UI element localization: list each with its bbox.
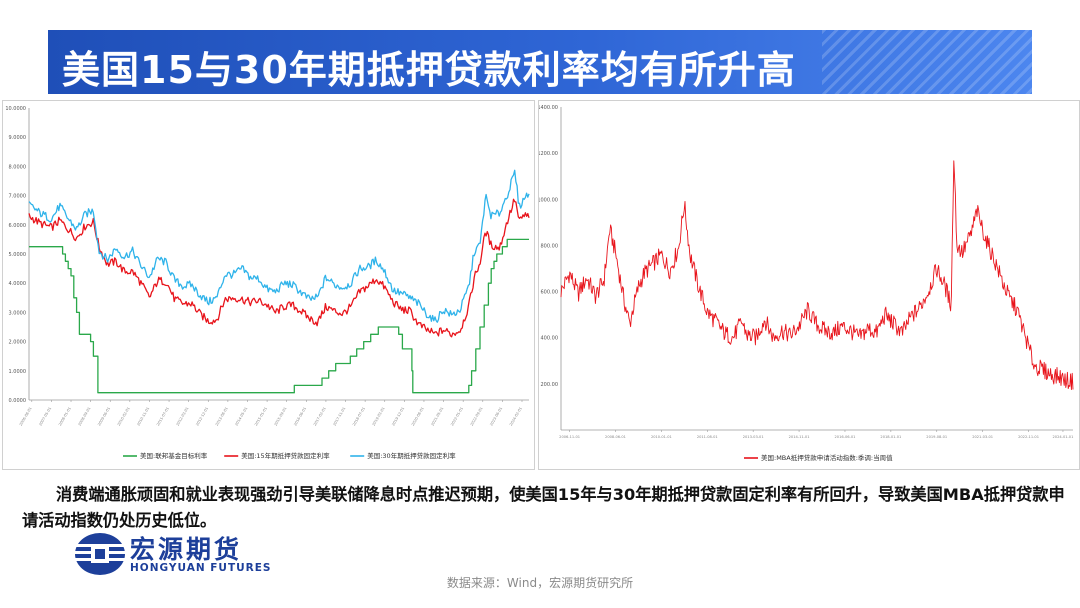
rates-line-chart: 0.0000 1.0000 2.0000 3.0000 4.0000 5.0000 6.00… (5, 106, 530, 460)
y-tick-label: 5.0000 (9, 252, 27, 258)
x-tick-label: 2008-09-01 (78, 407, 92, 427)
x-tick-label: 2014-11-01 (789, 435, 810, 439)
x-tick-label: 2020-08-01 (411, 407, 425, 427)
x-tick-label: 2016-06-01 (835, 435, 856, 439)
x-tick-label: 2014-05-01 (234, 407, 248, 427)
legend-label-1: 美国:15年期抵押贷款固定利率 (241, 451, 330, 460)
x-tick-label: 2019-03-01 (372, 407, 386, 427)
series-line-0 (29, 238, 529, 394)
x-tick-label: 2018-07-01 (352, 407, 366, 427)
series-line-2 (28, 169, 530, 323)
x-tick-label: 2019-08-01 (926, 435, 947, 439)
y-tick-label: 1400.00 (539, 105, 558, 111)
x-tick-label: 2011-08-01 (697, 435, 718, 439)
x-tick-label: 2017-02-01 (313, 407, 327, 427)
x-tick-label: 2017-11-01 (332, 407, 346, 427)
x-tick-label: 2013-08-01 (215, 407, 229, 427)
company-logo: 宏源期货 HONGYUAN FUTURES (74, 530, 314, 578)
page-title: 美国15与30年期抵押贷款利率均有所升高 (62, 48, 796, 92)
y-tick-label: 2.0000 (9, 340, 27, 346)
x-tick-label: 2016-06-01 (293, 407, 307, 427)
x-tick-label: 2012-03-01 (176, 407, 190, 427)
caption-text: 消费端通胀顽固和就业表现强劲引导美联储降息时点推迟预期，使美国15年与30年期抵… (22, 482, 1072, 534)
x-tick-label: 2024-01-01 (1053, 435, 1074, 439)
legend-label-0: 美国:MBA抵押贷款申请活动指数:季调:当周值 (761, 453, 893, 462)
data-source: 数据来源：Wind，宏源期货研究所 (446, 576, 634, 590)
x-tick-label: 2021-03-01 (972, 435, 993, 439)
logo-name-en: HONGYUAN FUTURES (130, 562, 272, 574)
x-tick-label: 2008-06-01 (605, 435, 626, 439)
y-tick-label: 600.00 (541, 290, 559, 296)
x-tick-label: 2011-07-01 (156, 407, 170, 427)
x-tick-label: 2012-12-01 (195, 407, 209, 427)
y-tick-label: 1.0000 (9, 369, 27, 375)
y-tick-label: 3.0000 (9, 310, 27, 316)
legend-label-0: 美国:联邦基金目标利率 (140, 451, 208, 460)
caption-body: 消费端通胀顽固和就业表现强劲引导美联储降息时点推迟预期，使美国15年与30年期抵… (22, 485, 1065, 530)
y-tick-label: 800.00 (541, 243, 559, 249)
x-tick-label: 2022-01-01 (450, 407, 464, 427)
y-tick-label: 1200.00 (539, 151, 558, 157)
y-tick-label: 9.0000 (9, 135, 27, 141)
y-tick-label: 10.0000 (5, 106, 26, 112)
x-tick-label: 2006-11-01 (559, 435, 580, 439)
logo-name-cn: 宏源期货 (130, 535, 243, 564)
left-chart-panel: 0.0000 1.0000 2.0000 3.0000 4.0000 5.0000 6.00… (2, 100, 535, 470)
y-tick-label: 6.0000 (9, 223, 27, 229)
x-tick-label: 2015-09-01 (274, 407, 288, 427)
x-tick-label: 2009-06-01 (97, 407, 111, 427)
mba-index-line-chart: 200.00 400.00 600.00 800.00 1000.00 1200.00 14… (539, 105, 1074, 462)
x-tick-label: 2006-08-01 (19, 407, 33, 427)
title-bar-stripe (822, 30, 1032, 94)
x-tick-label: 2010-11-01 (136, 407, 150, 427)
x-tick-label: 2013-03-01 (743, 435, 764, 439)
x-tick-label: 2007-05-01 (38, 407, 52, 427)
series-line-1 (28, 198, 530, 338)
y-tick-label: 8.0000 (9, 164, 27, 170)
x-tick-label: 2015-01-01 (254, 407, 268, 427)
x-tick-label: 2010-01-01 (651, 435, 672, 439)
x-tick-label: 2019-12-01 (391, 407, 405, 427)
x-tick-label: 2010-02-01 (117, 407, 131, 427)
x-tick-label: 2021-05-01 (431, 407, 445, 427)
x-tick-label: 2022-11-01 (1018, 435, 1039, 439)
logo-mark-icon (74, 533, 126, 575)
y-tick-label: 200.00 (541, 382, 559, 388)
series-line-0 (560, 160, 1074, 391)
y-tick-label: 4.0000 (9, 281, 27, 287)
y-tick-label: 0.0000 (9, 398, 27, 404)
right-chart-panel: 200.00 400.00 600.00 800.00 1000.00 1200.00 14… (538, 100, 1080, 470)
x-tick-label: 2023-06-01 (489, 407, 503, 427)
x-tick-label: 2018-01-01 (880, 435, 901, 439)
x-tick-label: 2024-02-01 (509, 407, 523, 427)
y-tick-label: 1000.00 (539, 197, 558, 203)
y-tick-label: 7.0000 (9, 194, 27, 200)
legend-label-2: 美国:30年期抵押贷款固定利率 (367, 451, 456, 460)
x-tick-label: 2022-09-01 (470, 407, 484, 427)
y-tick-label: 400.00 (541, 336, 559, 342)
title-bar: 美国15与30年期抵押贷款利率均有所升高 (48, 30, 1032, 94)
x-tick-label: 2008-01-01 (58, 407, 72, 427)
